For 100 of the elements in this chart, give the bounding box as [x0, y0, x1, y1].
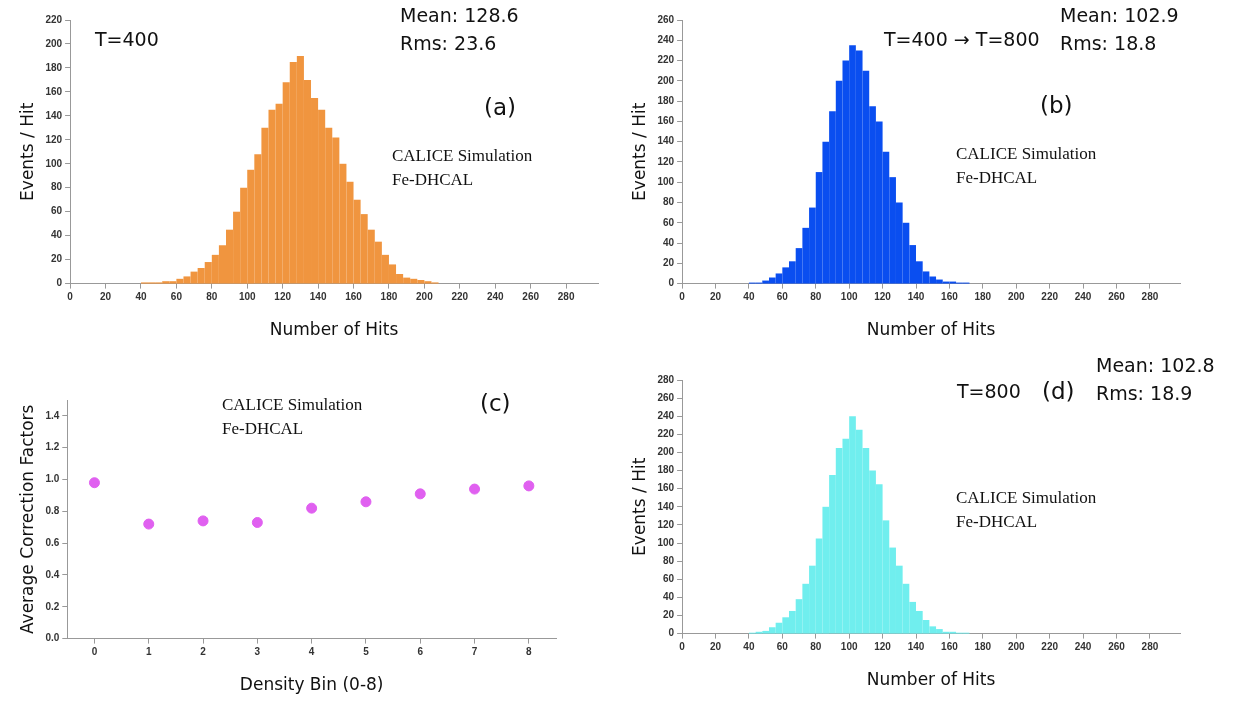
y-tick-label: 0.4 — [45, 568, 60, 580]
y-tick-label: 40 — [662, 591, 675, 603]
annotation: Fe-DHCAL — [392, 170, 474, 190]
y-tick-label: 60 — [662, 573, 675, 585]
x-tick-label: 100 — [238, 291, 257, 303]
x-tick-label: 160 — [941, 641, 959, 653]
y-tick-label: 0.2 — [45, 600, 60, 612]
x-tick-label: 0 — [679, 291, 686, 303]
x-tick-label: 180 — [974, 291, 992, 303]
x-tick-label: 140 — [907, 641, 925, 653]
x-tick-label: 6 — [417, 646, 424, 658]
y-tick-label: 0 — [668, 627, 675, 639]
x-tick-label: 220 — [1041, 291, 1059, 303]
y-tick-label: 80 — [662, 554, 675, 566]
x-axis-title: Number of Hits — [269, 319, 399, 340]
x-tick-label: 240 — [486, 291, 505, 303]
x-tick-label: 260 — [1108, 291, 1126, 303]
x-tick-label: 120 — [874, 641, 892, 653]
x-tick-label: 80 — [810, 641, 822, 653]
x-tick-label: 3 — [254, 646, 261, 658]
y-tick-label: 260 — [657, 13, 675, 25]
point — [414, 488, 426, 500]
x-tick-label: 100 — [840, 291, 858, 303]
y-tick-label: 1.0 — [45, 473, 60, 485]
y-axis-title: Events / Hit — [16, 102, 37, 201]
annotation: T=400 — [95, 28, 159, 50]
y-tick-label: 160 — [45, 85, 63, 97]
x-tick-label: 1 — [145, 646, 152, 658]
y-tick-label: 200 — [657, 446, 675, 458]
y-tick-label: 140 — [657, 135, 675, 147]
x-tick-label: 20 — [709, 641, 722, 653]
x-tick-label: 240 — [1074, 641, 1092, 653]
x-tick-label: 180 — [974, 641, 992, 653]
y-tick-label: 240 — [657, 34, 675, 46]
y-tick-label: 140 — [45, 109, 63, 121]
y-tick-label: 80 — [50, 181, 63, 193]
x-tick-label: 100 — [840, 641, 858, 653]
y-tick-label: 200 — [45, 37, 63, 49]
annotation: Rms: 23.6 — [400, 32, 497, 54]
x-tick-label: 160 — [345, 291, 363, 303]
x-tick-label: 20 — [99, 291, 112, 303]
point — [469, 483, 481, 495]
x-tick-label: 80 — [810, 291, 822, 303]
annotation: Mean: 128.6 — [400, 4, 519, 26]
x-tick-label: 4 — [308, 646, 315, 658]
x-tick-label: 60 — [776, 291, 789, 303]
x-axis-title: Density Bin (0-8) — [239, 674, 384, 695]
y-tick-label: 20 — [662, 257, 675, 269]
point — [197, 515, 209, 527]
x-tick-label: 200 — [1007, 641, 1026, 653]
annotation: Mean: 102.9 — [1060, 4, 1179, 26]
y-tick-label: 1.2 — [45, 441, 60, 453]
y-tick-label: 0.6 — [45, 536, 60, 548]
y-tick-label: 200 — [657, 74, 675, 86]
x-tick-label: 40 — [743, 291, 755, 303]
y-tick-label: 0 — [668, 277, 675, 289]
y-tick-label: 260 — [657, 391, 675, 403]
y-tick-label: 40 — [662, 236, 675, 248]
x-tick-label: 260 — [1108, 641, 1126, 653]
x-tick-label: 0 — [679, 641, 686, 653]
y-tick-label: 120 — [657, 155, 675, 167]
y-tick-label: 180 — [657, 94, 675, 106]
x-tick-label: 7 — [471, 646, 478, 658]
point — [251, 516, 263, 528]
y-tick-label: 20 — [662, 609, 675, 621]
x-tick-label: 20 — [709, 291, 722, 303]
point — [523, 480, 535, 492]
x-tick-label: 5 — [363, 646, 370, 658]
y-axis-title: Average Correction Factors — [16, 404, 37, 635]
y-tick-label: 220 — [657, 428, 675, 440]
annotation: Fe-DHCAL — [956, 168, 1038, 188]
x-tick-label: 40 — [135, 291, 147, 303]
annotation: CALICE Simulation — [956, 144, 1097, 164]
y-tick-label: 100 — [657, 175, 675, 187]
x-tick-label: 280 — [1141, 291, 1159, 303]
y-tick-label: 0.0 — [45, 632, 60, 644]
x-tick-label: 0 — [91, 646, 98, 658]
point — [360, 496, 372, 508]
annotation: (c) — [480, 390, 511, 416]
x-tick-label: 140 — [907, 291, 925, 303]
point — [306, 502, 318, 514]
x-tick-label: 8 — [526, 646, 533, 658]
x-tick-label: 280 — [1141, 641, 1159, 653]
y-tick-label: 220 — [657, 54, 675, 66]
y-tick-label: 120 — [657, 518, 675, 530]
annotation: (b) — [1040, 92, 1073, 118]
y-tick-label: 100 — [657, 536, 675, 548]
x-tick-label: 40 — [743, 641, 755, 653]
x-tick-label: 80 — [206, 291, 218, 303]
x-tick-label: 140 — [309, 291, 327, 303]
x-tick-label: 180 — [380, 291, 398, 303]
annotation: Rms: 18.9 — [1096, 382, 1193, 404]
annotation: Rms: 18.8 — [1060, 32, 1157, 54]
y-tick-label: 80 — [662, 196, 675, 208]
y-tick-label: 220 — [45, 13, 63, 25]
y-tick-label: 180 — [657, 464, 675, 476]
y-tick-label: 20 — [50, 253, 63, 265]
x-tick-label: 200 — [416, 291, 434, 303]
annotation: T=400 → T=800 — [884, 28, 1040, 50]
annotation: (a) — [484, 94, 517, 120]
